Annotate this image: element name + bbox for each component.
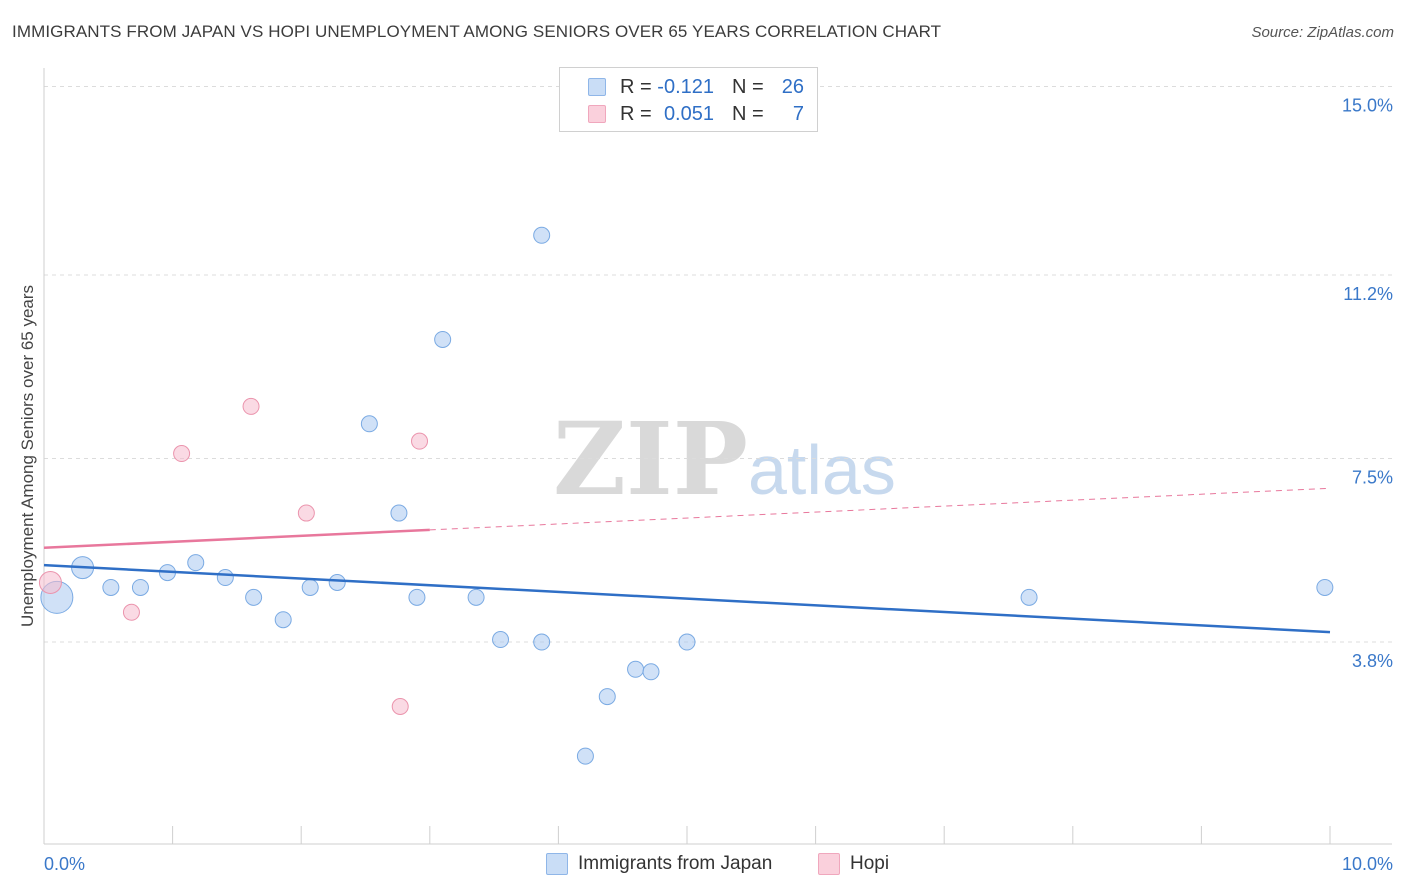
hopi-point [38,571,62,594]
japan-point [598,688,616,706]
x-tick-label: 0.0% [44,854,85,874]
bottom-legend-japan: Immigrants from Japan [546,851,772,877]
hopi-point [411,432,429,450]
japan-point [576,747,594,765]
japan-point [216,569,234,587]
hopi-point [391,698,409,715]
legend-swatch-hopi [588,105,606,123]
hopi-point [122,603,140,621]
correlation-legend: R = -0.121 N = 26 R = 0.051 N = 7 [559,67,818,132]
legend-swatch-japan [588,78,606,96]
japan-point [408,588,426,606]
legend-n-label: N = [732,75,764,98]
x-tick-label: 10.0% [1342,854,1393,874]
y-tick-label: 15.0% [1342,96,1393,116]
japan-point [434,330,452,348]
y-tick-label: 7.5% [1352,468,1393,488]
legend-r-label: R = [620,102,652,125]
legend-row-hopi: R = 0.051 N = 7 [588,101,804,127]
legend-r-label: R = [620,75,652,98]
bottom-legend-swatch-japan [546,853,568,875]
legend-r-value: -0.121 [657,75,714,98]
bottom-legend-hopi: Hopi [818,851,889,877]
watermark: ZIPatlas [553,400,896,518]
japan-point [274,611,292,629]
bottom-legend-swatch-hopi [818,853,840,875]
japan-point [533,633,551,651]
hopi-point [173,445,191,463]
japan-point [678,633,696,651]
japan-point [492,631,510,649]
japan-point [328,574,346,591]
bottom-legend-label-japan: Immigrants from Japan [578,853,773,874]
watermark-zip: ZIP [553,400,748,518]
japan-point [187,554,205,572]
japan-point [102,578,120,596]
japan-point [642,663,660,681]
japan-trend-line [43,563,1331,634]
japan-point [1020,588,1038,606]
chart-title: IMMIGRANTS FROM JAPAN VS HOPI UNEMPLOYME… [12,22,942,41]
japan-point [245,588,263,606]
legend-n-value: 26 [781,75,804,98]
y-tick-label: 11.2% [1343,284,1393,304]
legend-n-value: 7 [792,102,804,125]
legend-n-label: N = [732,102,764,125]
source-credit: Source: ZipAtlas.com [1251,24,1394,41]
legend-r-value: 0.051 [663,102,714,125]
watermark-atlas: atlas [747,431,896,509]
japan-point [467,588,485,606]
hopi-point [242,397,260,415]
hopi-trend-extension [429,487,1331,531]
japan-point [627,660,645,678]
bottom-legend-label-hopi: Hopi [850,853,890,874]
japan-point [390,504,408,522]
japan-point [131,578,149,596]
japan-point [1316,578,1334,596]
japan-point [301,578,319,596]
hopi-trend-line [43,528,430,550]
legend-row-japan: R = -0.121 N = 26 [588,74,804,100]
hopi-point [297,504,315,522]
y-tick-label: 3.8% [1352,651,1393,671]
japan-point [360,415,378,433]
japan-point [533,226,551,244]
